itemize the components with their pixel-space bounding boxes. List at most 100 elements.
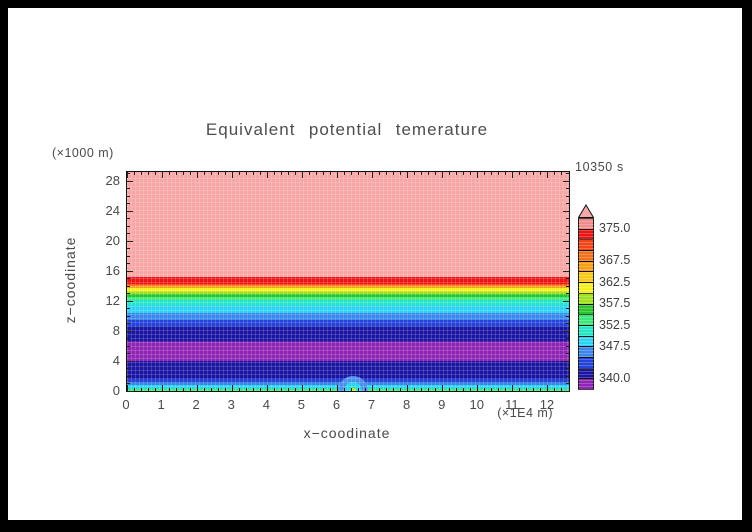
x-minor-tick xyxy=(533,172,535,175)
y-minor-tick xyxy=(127,323,130,324)
x-minor-tick xyxy=(498,172,500,175)
y-minor-tick xyxy=(566,263,569,264)
y-major-tick xyxy=(563,360,569,362)
x-minor-tick xyxy=(400,388,402,391)
x-minor-tick xyxy=(224,388,226,391)
x-minor-tick xyxy=(491,172,493,175)
colorbar-label: 352.5 xyxy=(599,317,631,332)
x-major-tick xyxy=(301,172,303,178)
x-minor-tick xyxy=(435,172,437,175)
y-minor-tick xyxy=(566,383,569,384)
x-minor-tick xyxy=(147,172,149,175)
x-tick-label: 4 xyxy=(262,397,270,412)
colorbar-bands xyxy=(578,218,594,390)
colorbar-label: 362.5 xyxy=(599,274,631,289)
x-minor-tick xyxy=(140,388,142,391)
x-minor-tick xyxy=(554,388,556,391)
x-minor-tick xyxy=(470,172,472,175)
y-minor-tick xyxy=(566,218,569,219)
x-minor-tick xyxy=(259,388,261,391)
x-minor-tick xyxy=(175,388,177,391)
x-tick-label: 12 xyxy=(539,397,555,412)
x-major-tick xyxy=(231,172,233,178)
x-major-tick xyxy=(442,172,444,178)
y-major-tick xyxy=(127,210,133,212)
x-minor-tick xyxy=(386,388,388,391)
x-minor-tick xyxy=(393,388,395,391)
x-minor-tick xyxy=(428,388,430,391)
x-major-tick xyxy=(161,172,163,178)
x-minor-tick xyxy=(400,172,402,175)
colorbar-label: 357.5 xyxy=(599,296,631,310)
x-major-tick xyxy=(547,172,549,178)
x-minor-tick xyxy=(287,388,289,391)
x-minor-tick xyxy=(484,388,486,391)
y-major-tick xyxy=(563,330,569,332)
x-minor-tick xyxy=(154,388,156,391)
colorbar-band xyxy=(579,324,593,336)
y-minor-tick xyxy=(566,338,569,339)
x-major-tick xyxy=(126,172,128,178)
x-minor-tick xyxy=(133,388,135,391)
x-minor-tick xyxy=(379,172,381,175)
y-minor-tick xyxy=(566,375,569,377)
y-minor-tick xyxy=(127,195,130,197)
chart-title: Equivalent potential temerature xyxy=(205,120,489,139)
x-major-tick xyxy=(512,385,514,391)
x-minor-tick xyxy=(421,388,423,391)
y-minor-tick xyxy=(566,233,569,234)
x-minor-tick xyxy=(358,172,360,175)
x-minor-tick xyxy=(322,172,324,175)
x-major-tick xyxy=(336,172,338,178)
x-minor-tick xyxy=(308,172,310,175)
colorbar xyxy=(577,204,595,390)
x-minor-tick xyxy=(561,388,563,391)
x-major-tick xyxy=(547,385,549,391)
x-major-tick xyxy=(196,385,198,391)
y-tick-label: 4 xyxy=(112,353,120,368)
x-minor-tick xyxy=(540,388,542,391)
y-tick-label: 0 xyxy=(112,383,120,398)
y-minor-tick xyxy=(566,353,569,354)
y-minor-tick xyxy=(127,353,130,354)
colorbar-label: 347.5 xyxy=(599,339,631,353)
x-minor-tick xyxy=(294,388,296,391)
y-major-tick xyxy=(563,210,569,212)
x-tick-label: 3 xyxy=(227,397,235,412)
x-minor-tick xyxy=(273,388,275,391)
x-minor-tick xyxy=(315,172,317,175)
plot-canvas: Equivalent potential temerature (×1000 m… xyxy=(8,8,742,520)
x-tick-label: 11 xyxy=(505,397,519,412)
x-major-tick xyxy=(266,172,268,178)
x-minor-tick xyxy=(308,388,310,391)
x-minor-tick xyxy=(329,388,331,391)
x-minor-tick xyxy=(540,172,542,175)
y-minor-tick xyxy=(127,255,130,257)
x-minor-tick xyxy=(182,172,184,175)
y-minor-tick xyxy=(566,315,569,317)
x-minor-tick xyxy=(238,172,240,175)
y-minor-tick xyxy=(566,293,569,294)
y-minor-tick xyxy=(566,368,569,369)
colorbar-band xyxy=(579,282,593,293)
x-minor-tick xyxy=(175,172,177,175)
y-tick-label: 8 xyxy=(112,323,120,338)
y-minor-tick xyxy=(127,338,130,339)
x-minor-tick xyxy=(449,172,451,175)
colorbar-band xyxy=(579,228,593,240)
x-minor-tick xyxy=(491,388,493,391)
x-minor-tick xyxy=(358,388,360,391)
x-minor-tick xyxy=(526,388,528,391)
y-minor-tick xyxy=(127,218,130,219)
y-tick-label: 12 xyxy=(105,293,120,308)
x-minor-tick xyxy=(259,172,261,175)
x-minor-tick xyxy=(168,172,170,175)
colorbar-band xyxy=(579,239,593,251)
y-major-tick xyxy=(563,240,569,242)
y-axis-unit-label: (×1000 m) xyxy=(52,146,114,160)
y-major-tick xyxy=(127,330,133,332)
x-minor-tick xyxy=(414,388,416,391)
colorbar-band xyxy=(579,367,593,379)
x-minor-tick xyxy=(329,172,331,175)
x-minor-tick xyxy=(252,388,254,391)
